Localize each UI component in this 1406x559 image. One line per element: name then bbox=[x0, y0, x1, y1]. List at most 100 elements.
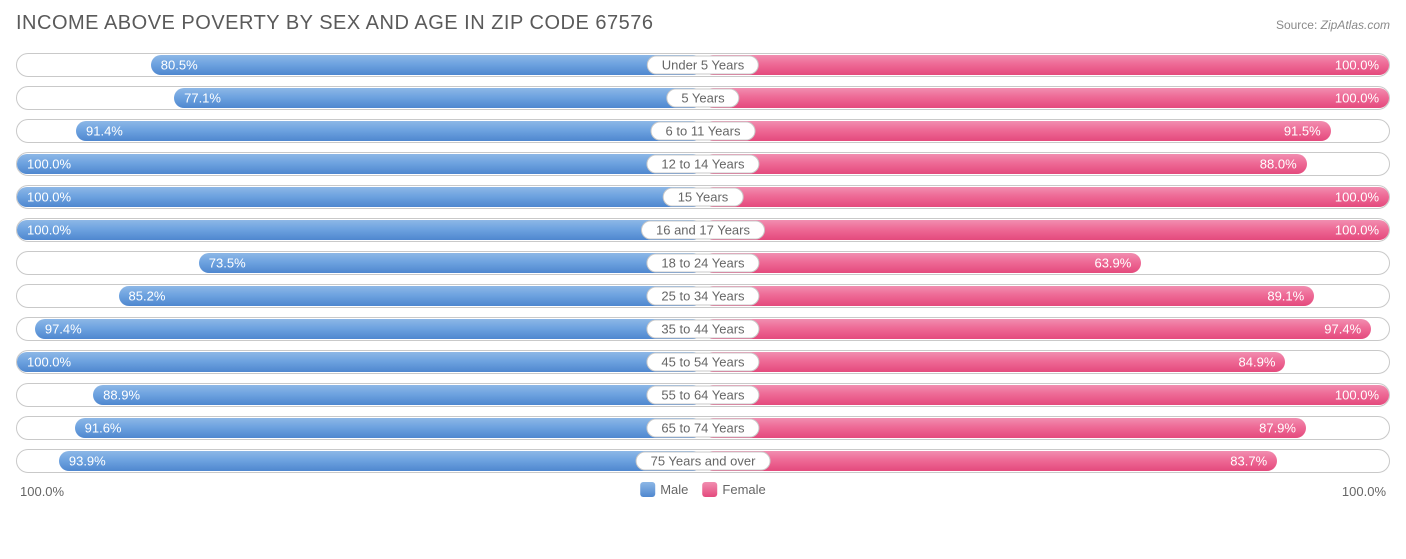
category-pill: 6 to 11 Years bbox=[651, 122, 756, 141]
legend-female-label: Female bbox=[722, 482, 765, 497]
female-half: 100.0% bbox=[703, 186, 1389, 208]
female-half: 97.4% bbox=[703, 318, 1389, 340]
male-value-label: 91.6% bbox=[85, 421, 122, 436]
female-half: 89.1% bbox=[703, 285, 1389, 307]
female-half: 100.0% bbox=[703, 384, 1389, 406]
female-half: 91.5% bbox=[703, 120, 1389, 142]
female-value-label: 87.9% bbox=[1259, 421, 1296, 436]
category-pill: 5 Years bbox=[666, 89, 739, 108]
male-bar: 73.5% bbox=[199, 253, 703, 273]
male-half: 80.5% bbox=[17, 54, 703, 76]
female-half: 100.0% bbox=[703, 54, 1389, 76]
chart-row: 97.4%97.4%35 to 44 Years bbox=[16, 317, 1390, 341]
female-bar: 87.9% bbox=[703, 418, 1306, 438]
chart-row: 91.6% 87.9% 65 to 74 Years bbox=[16, 416, 1390, 440]
female-value-label: 83.7% bbox=[1230, 454, 1267, 469]
category-pill: 35 to 44 Years bbox=[646, 320, 759, 339]
chart-row: 93.9% 83.7% 75 Years and over bbox=[16, 449, 1390, 473]
female-half: 63.9% bbox=[703, 252, 1389, 274]
male-half: 73.5% bbox=[17, 252, 703, 274]
male-bar: 97.4% bbox=[35, 319, 703, 339]
chart-title: INCOME ABOVE POVERTY BY SEX AND AGE IN Z… bbox=[16, 12, 653, 35]
female-value-label: 100.0% bbox=[1335, 58, 1379, 73]
female-value-label: 89.1% bbox=[1267, 289, 1304, 304]
chart-row: 100.0% 100.0% 16 and 17 Years bbox=[16, 218, 1390, 242]
female-half: 100.0% bbox=[703, 87, 1389, 109]
female-bar: 89.1% bbox=[703, 286, 1314, 306]
chart-header: INCOME ABOVE POVERTY BY SEX AND AGE IN Z… bbox=[16, 12, 1390, 35]
female-bar: 63.9% bbox=[703, 253, 1141, 273]
male-half: 100.0% bbox=[17, 219, 703, 241]
male-half: 88.9% bbox=[17, 384, 703, 406]
male-bar: 100.0% bbox=[17, 187, 703, 207]
male-bar: 93.9% bbox=[59, 451, 703, 471]
female-value-label: 63.9% bbox=[1094, 256, 1131, 271]
male-value-label: 93.9% bbox=[69, 454, 106, 469]
chart-row: 73.5% 63.9% 18 to 24 Years bbox=[16, 251, 1390, 275]
male-half: 85.2% bbox=[17, 285, 703, 307]
category-pill: 16 and 17 Years bbox=[641, 221, 765, 240]
male-half: 91.4% bbox=[17, 120, 703, 142]
source-site: ZipAtlas.com bbox=[1321, 18, 1390, 32]
male-swatch-icon bbox=[640, 482, 655, 497]
male-bar: 100.0% bbox=[17, 154, 703, 174]
chart-row: 91.4% 91.5% 6 to 11 Years bbox=[16, 119, 1390, 143]
male-half: 100.0% bbox=[17, 153, 703, 175]
male-value-label: 88.9% bbox=[103, 388, 140, 403]
female-value-label: 91.5% bbox=[1284, 124, 1321, 139]
chart-row: 88.9%100.0%55 to 64 Years bbox=[16, 383, 1390, 407]
category-pill: 15 Years bbox=[663, 188, 744, 207]
legend-female: Female bbox=[702, 482, 765, 497]
male-value-label: 85.2% bbox=[129, 289, 166, 304]
chart-row: 100.0%84.9%45 to 54 Years bbox=[16, 350, 1390, 374]
male-bar: 88.9% bbox=[93, 385, 703, 405]
female-value-label: 88.0% bbox=[1260, 157, 1297, 172]
female-bar: 91.5% bbox=[703, 121, 1331, 141]
category-pill: 12 to 14 Years bbox=[646, 155, 759, 174]
category-pill: 65 to 74 Years bbox=[646, 419, 759, 438]
male-value-label: 77.1% bbox=[184, 91, 221, 106]
male-bar: 85.2% bbox=[119, 286, 703, 306]
chart-row: 77.1% 100.0% 5 Years bbox=[16, 86, 1390, 110]
male-half: 91.6% bbox=[17, 417, 703, 439]
female-bar: 83.7% bbox=[703, 451, 1277, 471]
chart-rows: 80.5% 100.0% Under 5 Years 77.1% 100.0% 5 Yea… bbox=[16, 53, 1390, 473]
male-value-label: 91.4% bbox=[86, 124, 123, 139]
male-bar: 100.0% bbox=[17, 352, 703, 372]
female-half: 83.7% bbox=[703, 450, 1389, 472]
female-value-label: 100.0% bbox=[1335, 223, 1379, 238]
chart-row: 80.5% 100.0% Under 5 Years bbox=[16, 53, 1390, 77]
category-pill: 18 to 24 Years bbox=[646, 254, 759, 273]
female-value-label: 100.0% bbox=[1335, 91, 1379, 106]
male-value-label: 100.0% bbox=[27, 190, 71, 205]
male-half: 93.9% bbox=[17, 450, 703, 472]
female-half: 87.9% bbox=[703, 417, 1389, 439]
axis-right-label: 100.0% bbox=[1342, 484, 1386, 499]
female-bar: 100.0% bbox=[703, 88, 1389, 108]
male-value-label: 80.5% bbox=[161, 58, 198, 73]
category-pill: 45 to 54 Years bbox=[646, 353, 759, 372]
legend-male: Male bbox=[640, 482, 688, 497]
male-value-label: 100.0% bbox=[27, 355, 71, 370]
male-half: 97.4% bbox=[17, 318, 703, 340]
chart-row: 100.0% 88.0% 12 to 14 Years bbox=[16, 152, 1390, 176]
male-bar: 100.0% bbox=[17, 220, 703, 240]
female-bar: 100.0% bbox=[703, 187, 1389, 207]
male-value-label: 73.5% bbox=[209, 256, 246, 271]
female-bar: 100.0% bbox=[703, 220, 1389, 240]
legend-male-label: Male bbox=[660, 482, 688, 497]
female-bar: 88.0% bbox=[703, 154, 1307, 174]
female-half: 88.0% bbox=[703, 153, 1389, 175]
male-half: 100.0% bbox=[17, 186, 703, 208]
chart-row: 85.2%89.1%25 to 34 Years bbox=[16, 284, 1390, 308]
axis-left-label: 100.0% bbox=[20, 484, 64, 499]
chart-row: 100.0% 100.0% 15 Years bbox=[16, 185, 1390, 209]
male-value-label: 100.0% bbox=[27, 223, 71, 238]
female-value-label: 100.0% bbox=[1335, 190, 1379, 205]
female-swatch-icon bbox=[702, 482, 717, 497]
category-pill: 75 Years and over bbox=[636, 452, 771, 471]
source-label: Source: bbox=[1276, 18, 1321, 32]
chart-source: Source: ZipAtlas.com bbox=[1276, 18, 1390, 32]
category-pill: Under 5 Years bbox=[647, 56, 759, 75]
male-bar: 91.6% bbox=[75, 418, 703, 438]
